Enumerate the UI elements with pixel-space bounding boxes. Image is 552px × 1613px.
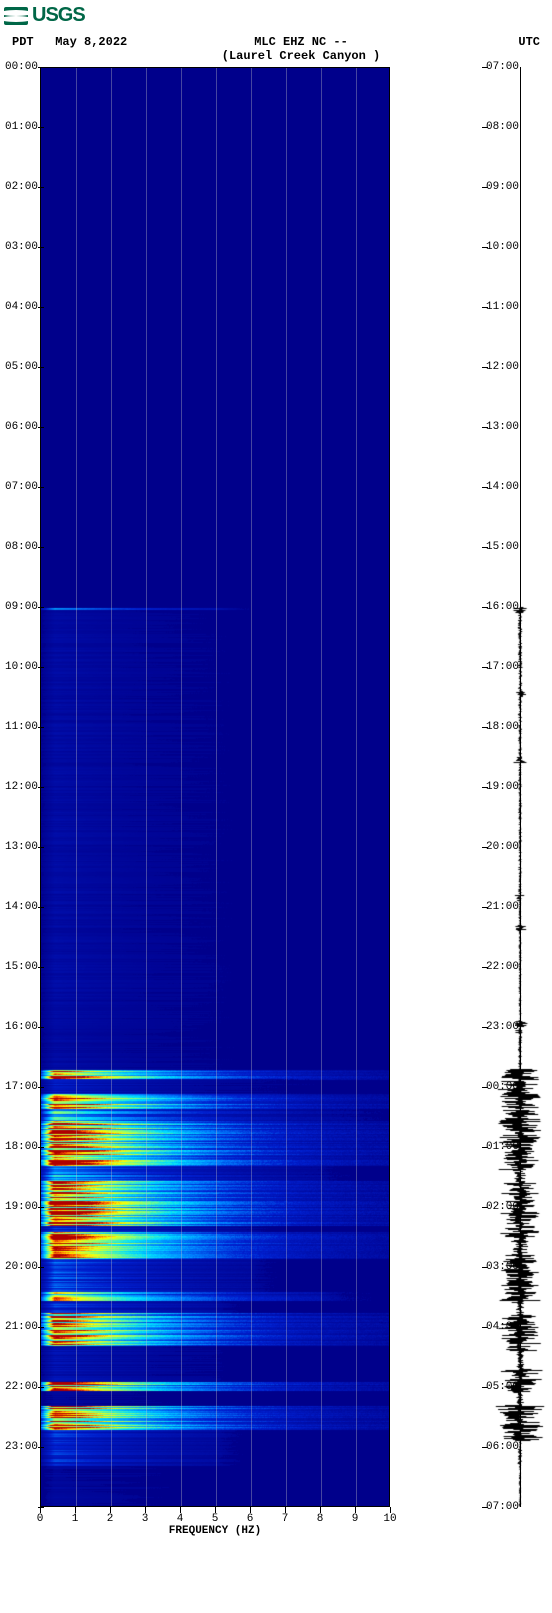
- usgs-logo: USGS: [4, 4, 85, 27]
- utc-tz-label: UTC: [518, 35, 540, 49]
- y-left-label: 10:00: [4, 661, 38, 673]
- y-left-label: 14:00: [4, 901, 38, 913]
- spectrogram-panel: [40, 67, 390, 1507]
- y-left-label: 03:00: [4, 241, 38, 253]
- x-tick-label: 1: [72, 1513, 79, 1525]
- waveform-panel: [492, 67, 548, 1507]
- y-left-label: 12:00: [4, 781, 38, 793]
- y-left-label: 20:00: [4, 1261, 38, 1273]
- local-tz-label: PDT: [12, 35, 34, 49]
- y-left-label: 00:00: [4, 61, 38, 73]
- usgs-logo-text: USGS: [32, 4, 85, 27]
- x-tick-label: 10: [383, 1513, 396, 1525]
- date-label: May 8,2022: [55, 35, 127, 49]
- y-axis-left: 00:0001:0002:0003:0004:0005:0006:0007:00…: [4, 67, 38, 1507]
- y-left-label: 19:00: [4, 1201, 38, 1213]
- y-left-label: 05:00: [4, 361, 38, 373]
- y-left-label: 15:00: [4, 961, 38, 973]
- x-tick-label: 9: [352, 1513, 359, 1525]
- chart-container: 00:0001:0002:0003:0004:0005:0006:0007:00…: [4, 67, 548, 1507]
- y-left-label: 07:00: [4, 481, 38, 493]
- y-left-label: 22:00: [4, 1381, 38, 1393]
- usgs-logo-icon: [4, 7, 28, 25]
- x-tick-label: 3: [142, 1513, 149, 1525]
- y-left-label: 18:00: [4, 1141, 38, 1153]
- y-left-label: 04:00: [4, 301, 38, 313]
- x-tick-label: 4: [177, 1513, 184, 1525]
- x-axis: FREQUENCY (HZ) 012345678910: [40, 1507, 390, 1529]
- x-tick-label: 5: [212, 1513, 219, 1525]
- waveform-canvas: [492, 67, 548, 1507]
- y-left-label: 08:00: [4, 541, 38, 553]
- x-tick-label: 0: [37, 1513, 44, 1525]
- y-left-label: 23:00: [4, 1441, 38, 1453]
- y-left-label: 16:00: [4, 1021, 38, 1033]
- y-left-label: 21:00: [4, 1321, 38, 1333]
- station-code: MLC EHZ NC --: [132, 35, 470, 49]
- y-left-label: 09:00: [4, 601, 38, 613]
- y-left-label: 11:00: [4, 721, 38, 733]
- y-left-label: 13:00: [4, 841, 38, 853]
- station-location: (Laurel Creek Canyon ): [132, 49, 470, 63]
- spectrogram-canvas: [41, 68, 390, 1507]
- x-tick-label: 6: [247, 1513, 254, 1525]
- x-tick-label: 7: [282, 1513, 289, 1525]
- x-tick-label: 2: [107, 1513, 114, 1525]
- y-left-label: 06:00: [4, 421, 38, 433]
- x-tick-label: 8: [317, 1513, 324, 1525]
- y-left-label: 17:00: [4, 1081, 38, 1093]
- x-axis-title: FREQUENCY (HZ): [169, 1525, 261, 1537]
- y-left-label: 02:00: [4, 181, 38, 193]
- chart-header: PDT May 8,2022 MLC EHZ NC -- (Laurel Cre…: [4, 35, 548, 67]
- y-left-label: 01:00: [4, 121, 38, 133]
